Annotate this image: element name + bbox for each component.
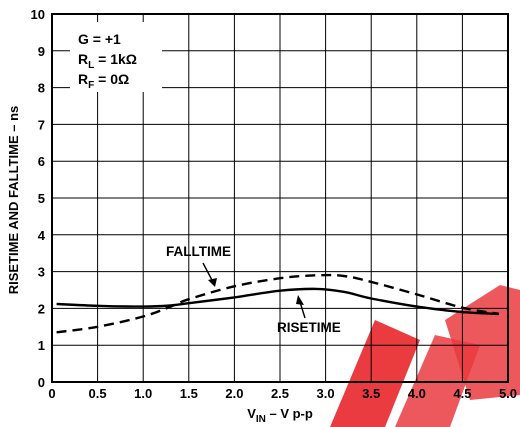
conditions-box — [70, 22, 162, 92]
watermark — [330, 285, 520, 427]
y-tick-label-7: 7 — [38, 117, 45, 132]
x-tick-label-2: 1.0 — [134, 386, 152, 401]
series-line-risetime — [56, 287, 499, 316]
x-axis-title: VIN – V p-p — [247, 406, 313, 425]
watermark-shape-1 — [330, 320, 420, 427]
risetime-pointer-arrow — [299, 301, 306, 319]
y-tick-label-5: 5 — [38, 191, 45, 206]
x-tick-label-10: 5.0 — [499, 386, 517, 401]
x-tick-label-0: 0 — [48, 386, 55, 401]
annotation-falltime: FALLTIME — [166, 244, 231, 259]
x-tick-label-1: 0.5 — [89, 386, 107, 401]
x-tick-label-6: 3.0 — [317, 386, 335, 401]
y-tick-label-6: 6 — [38, 154, 45, 169]
y-tick-label-1: 1 — [38, 338, 45, 353]
y-tick-label-3: 3 — [38, 265, 45, 280]
falltime-pointer-arrowhead — [208, 278, 217, 287]
annotation-risetime: RISETIME — [277, 320, 341, 335]
series-line-falltime — [56, 273, 500, 334]
plot-frame — [51, 13, 509, 383]
x-tick-label-9: 4.5 — [453, 386, 471, 401]
conditions-line-1: G = +1 — [78, 31, 121, 47]
y-tick-label-4: 4 — [38, 228, 46, 243]
tick-labels: 0 0.5 1.0 1.5 2.0 2.5 3.0 3.5 4.0 4.5 5.0 0 1 2 3 4 5 6 7 8… — [31, 7, 518, 401]
y-tick-label-9: 9 — [38, 44, 45, 59]
x-tick-label-3: 1.5 — [180, 386, 198, 401]
series-lines — [56, 273, 500, 334]
y-tick-label-0: 0 — [38, 375, 45, 390]
y-tick-label-8: 8 — [38, 81, 45, 96]
risetime-pointer-arrowhead — [296, 295, 304, 305]
conditions-line-3: RF = 0Ω — [78, 71, 129, 91]
y-tick-label-2: 2 — [38, 301, 45, 316]
x-tick-label-7: 3.5 — [362, 386, 380, 401]
watermark-shape-3 — [445, 285, 520, 400]
x-tick-label-5: 2.5 — [271, 386, 289, 401]
y-tick-label-10: 10 — [31, 7, 45, 22]
x-tick-label-4: 2.0 — [225, 386, 243, 401]
falltime-pointer-arrow — [202, 262, 214, 283]
conditions-line-2: RL = 1kΩ — [78, 51, 137, 71]
y-axis-title: RISETIME AND FALLTIME – ns — [6, 106, 21, 295]
x-tick-label-8: 4.0 — [408, 386, 426, 401]
